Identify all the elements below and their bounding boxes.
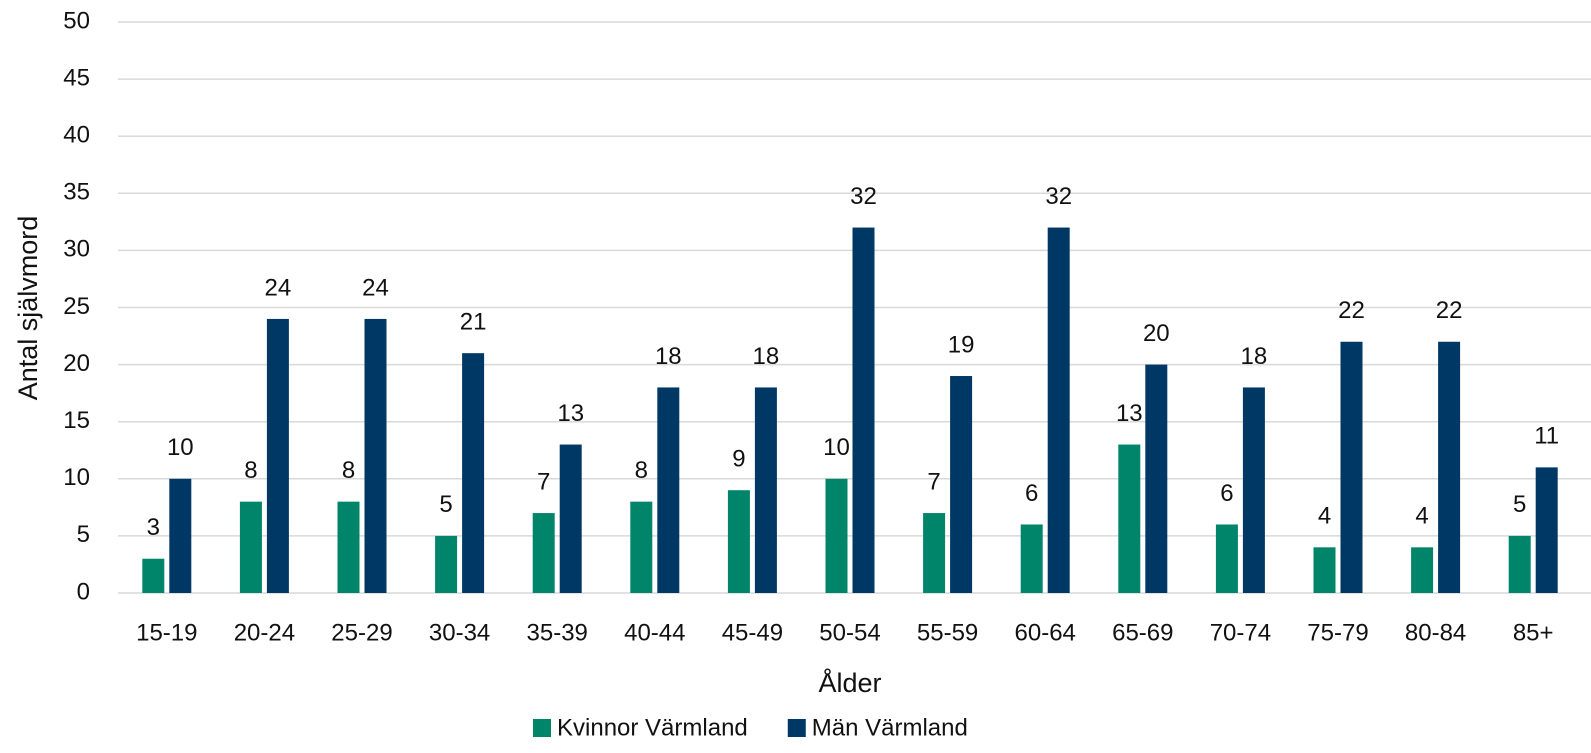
data-label: 24 <box>265 274 292 301</box>
bar <box>950 376 973 593</box>
bar <box>1438 341 1461 593</box>
y-tick-label: 15 <box>63 407 90 434</box>
bar <box>1145 364 1168 593</box>
bar <box>169 478 192 593</box>
data-label: 4 <box>1415 503 1428 530</box>
bar <box>923 513 946 593</box>
data-label: 6 <box>1025 480 1038 507</box>
x-tick-label: 85+ <box>1513 619 1554 646</box>
bar <box>532 513 555 593</box>
data-label: 10 <box>823 434 850 461</box>
x-tick-label: 15-19 <box>136 619 197 646</box>
data-label: 13 <box>557 400 584 427</box>
x-tick-label: 45-49 <box>722 619 783 646</box>
bar <box>1118 444 1141 593</box>
x-tick-label: 50-54 <box>819 619 880 646</box>
x-tick-label: 40-44 <box>624 619 685 646</box>
bar <box>1535 467 1558 593</box>
data-label: 7 <box>927 468 940 495</box>
bar <box>1508 535 1531 593</box>
data-label: 8 <box>244 457 257 484</box>
x-tick-label: 35-39 <box>527 619 588 646</box>
data-label: 10 <box>167 434 194 461</box>
y-tick-label: 30 <box>63 236 90 263</box>
data-label: 9 <box>732 446 745 473</box>
x-tick-label: 60-64 <box>1015 619 1076 646</box>
y-axis-title: Antal självmord <box>13 216 43 401</box>
y-tick-label: 35 <box>63 179 90 206</box>
bar <box>657 387 680 593</box>
data-label: 3 <box>147 514 160 541</box>
data-label: 18 <box>753 343 780 370</box>
bar <box>435 535 458 593</box>
data-label: 32 <box>1045 183 1072 210</box>
data-label: 22 <box>1338 297 1365 324</box>
data-label: 32 <box>850 183 877 210</box>
legend-swatch <box>533 719 551 737</box>
y-tick-label: 20 <box>63 350 90 377</box>
x-tick-label: 80-84 <box>1405 619 1466 646</box>
y-tick-label: 40 <box>63 122 90 149</box>
data-label: 18 <box>1241 343 1268 370</box>
bar <box>364 318 387 593</box>
bar <box>1340 341 1363 593</box>
bar <box>266 318 289 593</box>
bar <box>852 227 875 593</box>
data-label: 8 <box>635 457 648 484</box>
data-label: 4 <box>1318 503 1331 530</box>
bar <box>1411 547 1434 593</box>
y-tick-label: 5 <box>77 521 90 548</box>
bar <box>727 490 750 593</box>
bar <box>462 353 485 593</box>
y-tick-label: 50 <box>63 7 90 34</box>
y-tick-label: 25 <box>63 293 90 320</box>
legend-label: Kvinnor Värmland <box>557 714 748 741</box>
bar <box>559 444 582 593</box>
bar <box>337 501 360 593</box>
legend-swatch <box>787 719 806 737</box>
data-label: 20 <box>1143 320 1170 347</box>
data-label: 6 <box>1220 480 1233 507</box>
bar <box>142 558 165 593</box>
data-label: 11 <box>1534 423 1559 450</box>
y-tick-label: 0 <box>77 578 90 605</box>
bar <box>1313 547 1336 593</box>
bar <box>1047 227 1070 593</box>
x-tick-label: 70-74 <box>1210 619 1271 646</box>
bar <box>1242 387 1265 593</box>
data-label: 8 <box>342 457 355 484</box>
data-label: 24 <box>362 274 389 301</box>
data-label: 5 <box>439 491 452 518</box>
bar <box>825 478 848 593</box>
data-label: 13 <box>1116 400 1143 427</box>
x-tick-label: 20-24 <box>234 619 295 646</box>
x-tick-label: 75-79 <box>1307 619 1368 646</box>
data-label: 21 <box>460 309 487 336</box>
bar <box>630 501 653 593</box>
data-label: 18 <box>655 343 682 370</box>
bar <box>239 501 262 593</box>
data-label: 22 <box>1436 297 1463 324</box>
x-axis-title: Ålder <box>818 667 881 698</box>
bar <box>754 387 777 593</box>
data-label: 7 <box>537 468 550 495</box>
x-tick-label: 25-29 <box>331 619 392 646</box>
y-tick-label: 10 <box>63 464 90 491</box>
data-label: 5 <box>1513 491 1526 518</box>
bar <box>1215 524 1238 593</box>
x-tick-label: 65-69 <box>1112 619 1173 646</box>
legend-label: Män Värmland <box>812 714 968 741</box>
bar <box>1020 524 1043 593</box>
y-tick-label: 45 <box>63 64 90 91</box>
x-tick-label: 30-34 <box>429 619 490 646</box>
x-tick-label: 55-59 <box>917 619 978 646</box>
data-label: 19 <box>948 331 975 358</box>
